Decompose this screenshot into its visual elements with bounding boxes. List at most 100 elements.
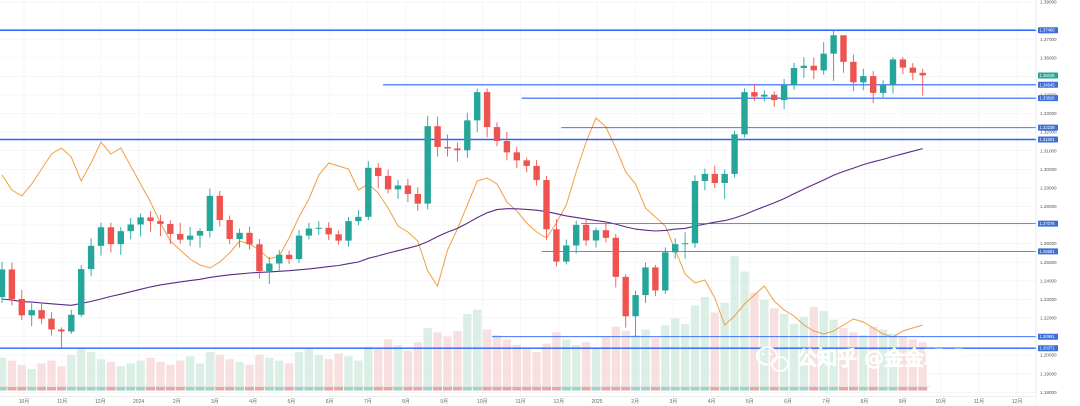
candle-body[interactable] — [503, 141, 511, 153]
candle-body[interactable] — [672, 244, 679, 253]
candle-body[interactable] — [474, 92, 481, 121]
candle-body[interactable] — [681, 243, 689, 245]
candle-body[interactable] — [691, 180, 699, 244]
candle-body[interactable] — [701, 173, 709, 181]
candle-body[interactable] — [454, 148, 461, 151]
candle-body[interactable] — [384, 175, 392, 190]
candle-body[interactable] — [563, 245, 570, 262]
candle-body[interactable] — [543, 180, 550, 230]
candle-body[interactable] — [107, 227, 115, 245]
candle-body[interactable] — [325, 227, 332, 235]
candle-body[interactable] — [919, 72, 926, 76]
candle-body[interactable] — [582, 224, 590, 241]
candle-body[interactable] — [662, 252, 669, 291]
candle-body[interactable] — [879, 85, 887, 93]
candle-body[interactable] — [771, 94, 778, 101]
candle-body[interactable] — [186, 235, 194, 240]
candle-body[interactable] — [137, 217, 144, 225]
candle-body[interactable] — [355, 216, 362, 222]
candle-body[interactable] — [464, 120, 471, 151]
candle-body[interactable] — [493, 127, 501, 142]
candle-body[interactable] — [206, 195, 214, 231]
candle-body[interactable] — [780, 85, 788, 101]
candle-body[interactable] — [97, 227, 105, 246]
candle-body[interactable] — [276, 254, 283, 264]
candle-body[interactable] — [790, 67, 798, 86]
candle-body[interactable] — [375, 167, 382, 176]
candle-body[interactable] — [78, 269, 85, 315]
candle-body[interactable] — [424, 126, 431, 204]
candle-body[interactable] — [592, 230, 600, 241]
candle-body[interactable] — [335, 234, 342, 241]
candle-body[interactable] — [117, 231, 124, 245]
candle-body[interactable] — [315, 227, 322, 229]
candle-body[interactable] — [632, 295, 639, 317]
candle-body[interactable] — [889, 59, 897, 86]
candle-body[interactable] — [483, 92, 491, 128]
candle-body[interactable] — [226, 220, 233, 239]
candle-body[interactable] — [28, 310, 35, 316]
candle-body[interactable] — [18, 298, 25, 316]
candle-body[interactable] — [850, 61, 857, 83]
candle-body[interactable] — [652, 267, 659, 291]
candle-body[interactable] — [414, 193, 421, 204]
candle-body[interactable] — [523, 160, 530, 166]
candle-body[interactable] — [38, 310, 45, 319]
candle-body[interactable] — [0, 269, 6, 298]
candle-body[interactable] — [345, 221, 352, 241]
horizontal-levels[interactable] — [0, 29, 1036, 349]
candle-body[interactable] — [860, 76, 867, 83]
candle-body[interactable] — [285, 254, 293, 260]
candle-body[interactable] — [820, 53, 827, 71]
candle-body[interactable] — [246, 232, 253, 245]
candle-body[interactable] — [761, 94, 768, 97]
candle-body[interactable] — [751, 92, 758, 97]
candle-body[interactable] — [68, 314, 75, 332]
candle-body[interactable] — [731, 134, 738, 174]
candle-body[interactable] — [741, 92, 748, 135]
candle-body[interactable] — [434, 126, 441, 147]
candle-body[interactable] — [622, 276, 629, 317]
candle-body[interactable] — [642, 267, 649, 296]
candle-body[interactable] — [236, 232, 243, 239]
candle-body[interactable] — [711, 173, 718, 184]
candle-body[interactable] — [800, 65, 808, 68]
candle-body[interactable] — [48, 318, 55, 330]
candle-body[interactable] — [513, 152, 520, 161]
time-axis[interactable]: 10月 11月 12月 2024 2月 3月 4月 5月 6月 7月 8月 9月 10月 11月 12月 20… — [0, 396, 1036, 406]
candle-body[interactable] — [612, 237, 619, 277]
candle-body[interactable] — [8, 269, 16, 299]
candle-body[interactable] — [533, 165, 540, 181]
candle-body[interactable] — [870, 76, 877, 93]
candle-body[interactable] — [909, 67, 916, 73]
candle-body[interactable] — [444, 146, 451, 149]
candle-body[interactable] — [810, 65, 817, 71]
candle-body[interactable] — [899, 59, 907, 68]
candle-body[interactable] — [147, 217, 154, 222]
candle-body[interactable] — [365, 167, 372, 217]
candle-body[interactable] — [256, 244, 263, 272]
candle-body[interactable] — [216, 195, 223, 221]
candle-body[interactable] — [196, 230, 204, 236]
volume-strip-bar — [561, 387, 571, 391]
candle-body[interactable] — [266, 263, 273, 272]
candle-body[interactable] — [167, 223, 174, 234]
candle-body[interactable] — [404, 185, 412, 194]
candle-body[interactable] — [394, 185, 402, 190]
candle-body[interactable] — [157, 221, 164, 224]
candle-body[interactable] — [830, 35, 837, 54]
candle-body[interactable] — [573, 224, 580, 246]
candle-body[interactable] — [305, 228, 313, 236]
candle-body[interactable] — [58, 329, 65, 332]
candle-body[interactable] — [295, 235, 303, 260]
candle-body[interactable] — [553, 229, 560, 262]
candle-body[interactable] — [177, 233, 184, 240]
candlestick-series[interactable] — [0, 30, 926, 348]
candle-body[interactable] — [127, 224, 134, 232]
price-axis[interactable]: 1.390001.370001.360001.350001.340001.330… — [1035, 0, 1080, 406]
candle-body[interactable] — [721, 173, 728, 184]
candle-body[interactable] — [602, 230, 610, 238]
candle-body[interactable] — [840, 35, 847, 62]
candle-body[interactable] — [87, 245, 95, 270]
